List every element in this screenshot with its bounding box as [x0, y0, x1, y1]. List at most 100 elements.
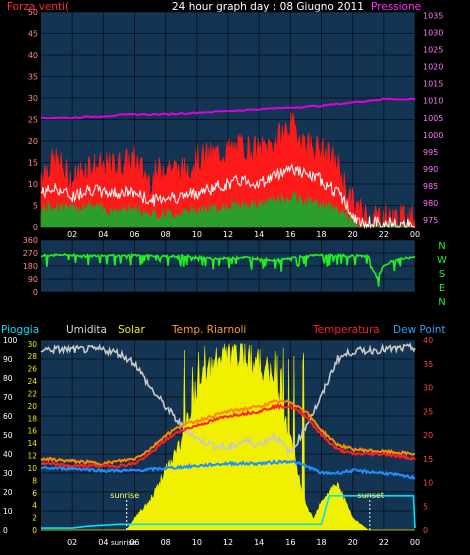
wind-x-tick: 04 — [98, 230, 108, 239]
direction-line — [40, 252, 416, 287]
temperature-x-tick: 00 — [410, 538, 420, 547]
wind-avg-line — [40, 162, 415, 229]
humidity-y-tick: 50 — [3, 431, 13, 440]
solar-y-tick: 8 — [32, 476, 37, 485]
pressure-y-tick: 1030 — [423, 28, 443, 37]
temperature-y-tick: 10 — [423, 479, 433, 488]
wind-x-tick: 12 — [223, 230, 233, 239]
solar-y-tick: 6 — [32, 489, 37, 498]
direction-y-tick: 270 — [23, 249, 38, 258]
pressure-y-tick: 995 — [423, 148, 438, 157]
temperature-x-tick: 14 — [254, 538, 264, 547]
legend-pioggia: Pioggia — [1, 324, 39, 336]
direction-y-tick: 180 — [23, 262, 38, 271]
humidity-y-tick: 0 — [3, 526, 8, 535]
humidity-y-tick: 100 — [3, 336, 18, 345]
wind-y-tick: 35 — [28, 73, 38, 82]
solar-y-tick: 26 — [27, 365, 37, 374]
wind-y-tick: 40 — [28, 51, 38, 60]
wind-x-tick: 14 — [254, 230, 264, 239]
solar-y-tick: 20 — [27, 402, 37, 411]
temperature-y-tick: 25 — [423, 407, 433, 416]
wind-axes: 02 04 06 08 10 12 14 16 18 20 22 000510152025303540… — [28, 8, 444, 239]
humidity-y-tick: 10 — [3, 507, 13, 516]
temperature-y-tick: 15 — [423, 455, 433, 464]
direction-compass-label: N — [438, 297, 445, 308]
temperature-y-tick: 20 — [423, 431, 433, 440]
wind-low-area — [40, 191, 415, 229]
pressure-y-tick: 1015 — [423, 80, 443, 89]
legend-umidita: Umidita — [66, 324, 107, 336]
pressure-y-tick: 985 — [423, 182, 438, 191]
pressure-y-tick: 1020 — [423, 63, 443, 72]
humidity-y-tick: 40 — [3, 450, 13, 459]
solar-y-tick: 18 — [27, 414, 37, 423]
temperature-panel: sunrise sunset 02 04 06 08 10 12 14 16 18 20 22 00su… — [3, 336, 433, 547]
sunset-label: sunset — [358, 491, 385, 500]
humidity-y-tick: 60 — [3, 412, 13, 421]
temperatura-line — [41, 403, 416, 470]
solar-y-tick: 30 — [27, 340, 37, 349]
temperature-y-tick: 35 — [423, 360, 433, 369]
wind-y-tick: 50 — [28, 8, 38, 17]
pressure-y-tick: 1005 — [423, 114, 443, 123]
pressure-y-tick: 1010 — [423, 97, 443, 106]
legend-solar: Solar — [118, 324, 145, 336]
dew-point-line — [40, 459, 416, 480]
solar-y-tick: 12 — [27, 452, 37, 461]
temperature-legend: Pioggia Umidita Solar Temp. Riarnoli Tem… — [1, 324, 446, 336]
legend-temp-riarnoli: Temp. Riarnoli — [171, 324, 246, 336]
pressure-y-tick: 1000 — [423, 131, 443, 140]
legend-dew-point: Dew Point — [393, 324, 446, 336]
wind-y-tick: 20 — [28, 137, 38, 146]
humidity-y-tick: 70 — [3, 393, 13, 402]
temperature-x-tick: 18 — [316, 538, 326, 547]
pressure-y-tick: 1025 — [423, 46, 443, 55]
temperature-x-tick: 02 — [67, 538, 77, 547]
direction-compass-label: S — [439, 269, 445, 280]
temperature-x-tick: 10 — [192, 538, 202, 547]
direction-y-tick: 360 — [23, 236, 38, 245]
wind-gust-area — [40, 111, 416, 228]
wind-pressure-panel: 02 04 06 08 10 12 14 16 18 20 22 000510152025303540… — [28, 8, 444, 239]
temperature-y-tick: 5 — [423, 502, 428, 511]
temperature-x-tick: 08 — [161, 538, 171, 547]
direction-series — [40, 252, 416, 287]
direction-compass-label: N — [438, 241, 445, 252]
legend-temperatura: Temperatura — [312, 324, 380, 336]
wind-x-tick: 02 — [67, 230, 77, 239]
umidita-line — [40, 342, 416, 455]
chart-title: 24 hour graph day : 08 Giugno 2011 — [172, 1, 364, 13]
wind-x-tick: 20 — [348, 230, 358, 239]
wind-y-tick: 25 — [28, 116, 38, 125]
legend-wind: Forza venti( — [7, 1, 69, 13]
direction-y-tick: 0 — [33, 288, 38, 297]
solar-y-tick: 28 — [27, 352, 37, 361]
direction-compass-label: E — [439, 283, 445, 294]
legend-pressure: Pressione — [371, 1, 421, 13]
temperature-x-tick: 16 — [285, 538, 295, 547]
wind-x-tick: 06 — [129, 230, 139, 239]
humidity-y-tick: 20 — [3, 488, 13, 497]
wind-series — [40, 97, 416, 229]
solar-y-tick: 4 — [32, 501, 37, 510]
rain-line — [41, 494, 416, 529]
wind-y-tick: 10 — [28, 180, 38, 189]
pressure-y-tick: 1035 — [423, 11, 443, 20]
temperature-x-tick: 12 — [223, 538, 233, 547]
wind-x-tick: 22 — [379, 230, 389, 239]
temperature-x-tick: 06 — [129, 538, 139, 547]
pressure-y-tick: 975 — [423, 216, 438, 225]
solar-y-tick: 22 — [27, 389, 37, 398]
solar-y-tick: 16 — [27, 427, 37, 436]
wind-x-tick: 08 — [161, 230, 171, 239]
temperature-axes: 02 04 06 08 10 12 14 16 18 20 22 00sunrise010203040… — [3, 336, 433, 547]
wind-y-tick: 45 — [28, 30, 38, 39]
solar-y-tick: 14 — [27, 439, 37, 448]
humidity-y-tick: 80 — [3, 374, 13, 383]
solar-y-tick: 0 — [32, 526, 37, 535]
solar-y-tick: 10 — [27, 464, 37, 473]
